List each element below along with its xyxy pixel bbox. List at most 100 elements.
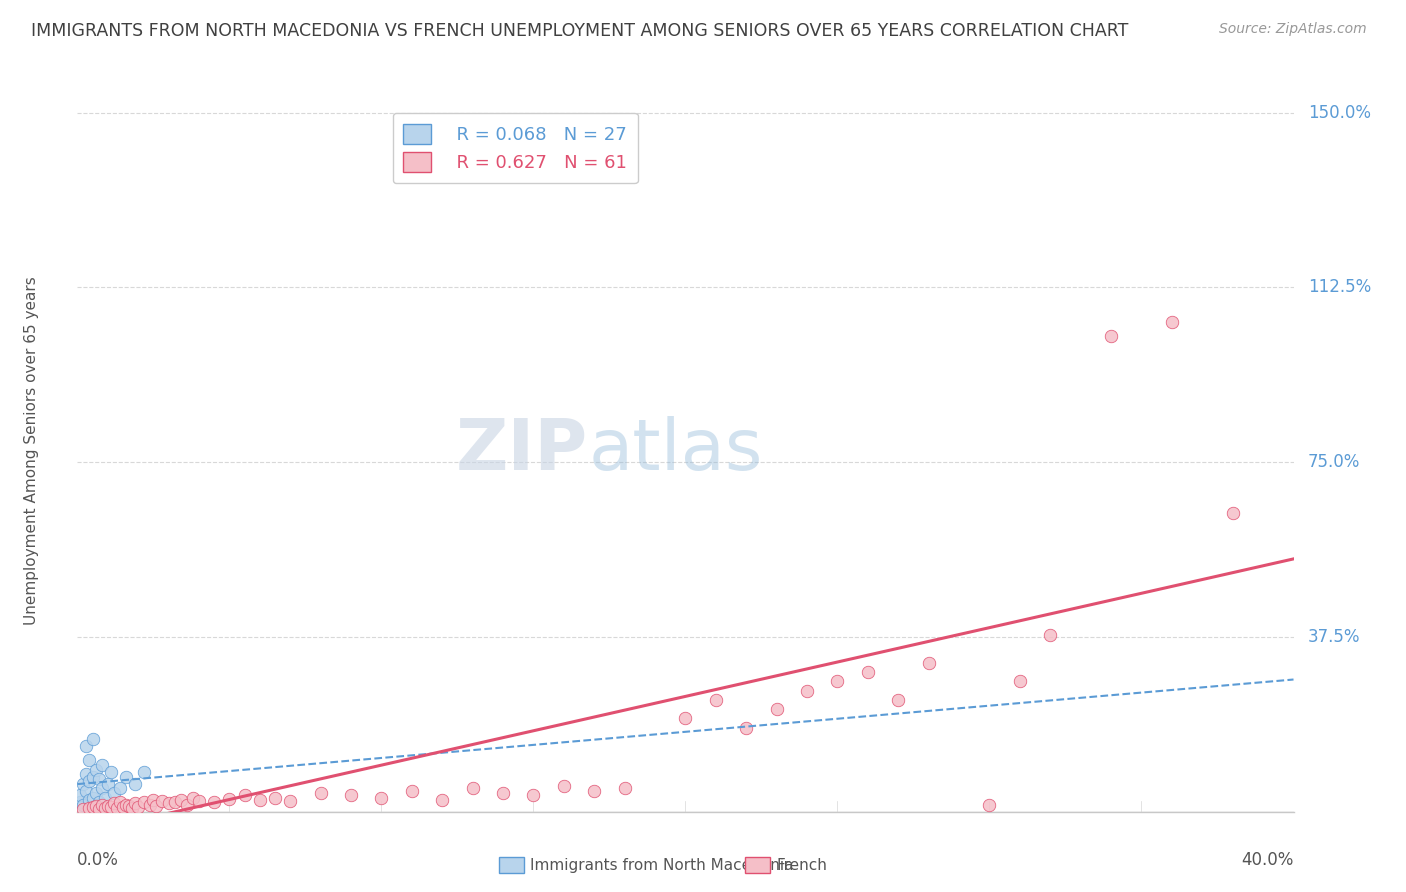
Point <box>121 801 143 815</box>
Point <box>461 781 484 796</box>
Point <box>583 783 606 797</box>
Point <box>139 797 162 812</box>
Text: Immigrants from North Macedonia: Immigrants from North Macedonia <box>530 858 793 872</box>
Point <box>93 790 115 805</box>
Point <box>142 793 165 807</box>
Point <box>979 797 1001 812</box>
Point <box>233 789 256 803</box>
Point <box>87 802 110 816</box>
Text: Source: ZipAtlas.com: Source: ZipAtlas.com <box>1219 22 1367 37</box>
Point <box>134 796 156 810</box>
Text: 0.0%: 0.0% <box>77 852 120 870</box>
Point <box>188 795 211 809</box>
Point <box>522 789 544 803</box>
Point <box>124 797 146 811</box>
Point <box>1039 627 1062 641</box>
Point <box>1161 315 1184 329</box>
Point <box>108 781 131 796</box>
Point <box>111 800 134 814</box>
Point <box>675 711 697 725</box>
Point <box>75 739 97 754</box>
Point <box>100 765 122 780</box>
Point <box>115 770 138 784</box>
Point <box>105 801 128 815</box>
Point <box>97 799 120 814</box>
Point <box>157 797 180 811</box>
Point <box>765 702 787 716</box>
Point <box>90 758 112 772</box>
Point <box>84 799 107 814</box>
Text: atlas: atlas <box>588 416 762 485</box>
Point <box>340 789 363 803</box>
Point <box>82 790 104 805</box>
Point <box>430 793 453 807</box>
Point <box>127 800 149 814</box>
Point <box>401 783 423 797</box>
Text: IMMIGRANTS FROM NORTH MACEDONIA VS FRENCH UNEMPLOYMENT AMONG SENIORS OVER 65 YEA: IMMIGRANTS FROM NORTH MACEDONIA VS FRENC… <box>31 22 1128 40</box>
Point <box>176 797 198 812</box>
Point <box>887 693 910 707</box>
Point <box>108 796 131 810</box>
Point <box>309 786 332 800</box>
Text: ZIP: ZIP <box>456 416 588 485</box>
Point <box>704 693 727 707</box>
Point <box>82 770 104 784</box>
Point <box>82 732 104 747</box>
Point <box>1008 674 1031 689</box>
Point <box>370 790 392 805</box>
Point <box>97 777 120 791</box>
Text: 150.0%: 150.0% <box>1308 103 1371 121</box>
Point <box>103 786 125 800</box>
Point <box>75 783 97 797</box>
Point <box>163 796 186 810</box>
Point <box>79 793 101 807</box>
Text: Unemployment Among Seniors over 65 years: Unemployment Among Seniors over 65 years <box>24 277 38 624</box>
Point <box>613 781 636 796</box>
Point <box>735 721 758 735</box>
Point <box>170 793 193 807</box>
Text: 75.0%: 75.0% <box>1308 453 1361 471</box>
Point <box>115 797 138 812</box>
Point <box>1222 507 1244 521</box>
Point <box>145 799 167 814</box>
Point <box>84 786 107 800</box>
Point <box>72 802 94 816</box>
Text: French: French <box>776 858 827 872</box>
Point <box>202 796 225 810</box>
Point <box>492 786 515 800</box>
Point <box>796 683 818 698</box>
Point <box>152 795 174 809</box>
Point <box>90 781 112 796</box>
Point <box>87 796 110 810</box>
Point <box>1099 329 1122 343</box>
Point <box>75 767 97 781</box>
Point <box>181 790 204 805</box>
Point <box>90 797 112 812</box>
Point <box>93 801 115 815</box>
Point <box>79 774 101 789</box>
Point <box>553 779 575 793</box>
Point <box>79 754 101 768</box>
Point <box>264 790 287 805</box>
Point <box>79 801 101 815</box>
Point <box>69 789 91 803</box>
Legend:   R = 0.068   N = 27,   R = 0.627   N = 61: R = 0.068 N = 27, R = 0.627 N = 61 <box>392 112 638 183</box>
Point <box>103 797 125 811</box>
Text: 40.0%: 40.0% <box>1241 852 1294 870</box>
Point <box>134 765 156 780</box>
Point <box>856 665 879 679</box>
Point <box>918 656 941 670</box>
Point <box>84 763 107 777</box>
Point <box>82 800 104 814</box>
Point <box>118 799 141 814</box>
Point <box>827 674 849 689</box>
Point <box>87 772 110 786</box>
Point <box>218 791 240 805</box>
Point <box>72 797 94 812</box>
Text: 37.5%: 37.5% <box>1308 628 1361 646</box>
Point <box>100 800 122 814</box>
Point <box>69 796 91 810</box>
Point <box>278 795 301 809</box>
Point <box>249 793 271 807</box>
Point <box>72 777 94 791</box>
